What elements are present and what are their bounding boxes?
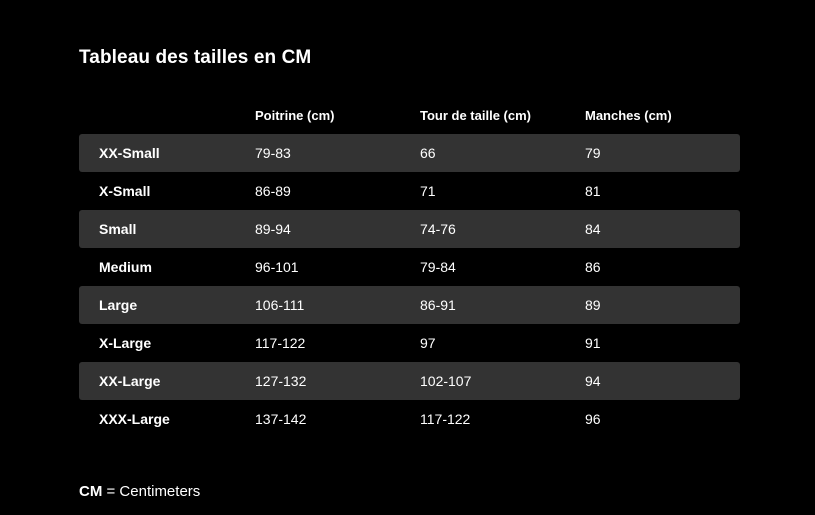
chest-value: 137-142: [255, 411, 307, 427]
unit-footnote: CM = Centimeters: [79, 482, 200, 502]
size-label: XX-Small: [99, 145, 160, 161]
waist-value: 97: [420, 335, 436, 351]
size-label: X-Small: [99, 183, 151, 199]
waist-value: 71: [420, 183, 436, 199]
table-row: X-Small 86-89 71 81: [79, 172, 740, 210]
unit-definition: = Centimeters: [102, 483, 201, 500]
table-row: XX-Small 79-83 66 79: [79, 134, 740, 172]
header-waist: Tour de taille (cm): [420, 107, 531, 123]
sleeve-value: 81: [585, 183, 601, 199]
size-table: Poitrine (cm) Tour de taille (cm) Manche…: [79, 96, 740, 438]
table-row: XXX-Large 137-142 117-122 96: [79, 400, 740, 438]
waist-value: 102-107: [420, 373, 472, 389]
sleeve-value: 89: [585, 297, 601, 313]
page-title: Tableau des tailles en CM: [79, 47, 312, 68]
header-sleeve: Manches (cm): [585, 107, 672, 123]
table-row: Medium 96-101 79-84 86: [79, 248, 740, 286]
chest-value: 86-89: [255, 183, 291, 199]
table-row: Large 106-111 86-91 89: [79, 286, 740, 324]
waist-value: 117-122: [420, 411, 471, 427]
chest-value: 127-132: [255, 373, 307, 389]
sleeve-value: 94: [585, 373, 601, 389]
chest-value: 89-94: [255, 221, 291, 237]
table-row: Small 89-94 74-76 84: [79, 210, 740, 248]
sleeve-value: 91: [585, 335, 601, 351]
chest-value: 96-101: [255, 259, 299, 275]
size-label: Small: [99, 221, 137, 237]
sleeve-value: 84: [585, 221, 601, 237]
chest-value: 117-122: [255, 335, 306, 351]
table-row: XX-Large 127-132 102-107 94: [79, 362, 740, 400]
sleeve-value: 79: [585, 145, 601, 161]
size-label: XXX-Large: [99, 411, 170, 427]
waist-value: 66: [420, 145, 436, 161]
table-header-row: Poitrine (cm) Tour de taille (cm) Manche…: [79, 96, 740, 134]
waist-value: 79-84: [420, 259, 456, 275]
waist-value: 74-76: [420, 221, 456, 237]
header-chest: Poitrine (cm): [255, 107, 335, 123]
size-label: XX-Large: [99, 373, 161, 389]
sleeve-value: 96: [585, 411, 601, 427]
size-label: Large: [99, 297, 138, 313]
size-label: X-Large: [99, 335, 152, 351]
unit-abbreviation: CM: [79, 483, 103, 500]
sleeve-value: 86: [585, 259, 601, 275]
chest-value: 79-83: [255, 145, 291, 161]
size-label: Medium: [99, 259, 152, 275]
table-row: X-Large 117-122 97 91: [79, 324, 740, 362]
chest-value: 106-111: [255, 297, 305, 313]
waist-value: 86-91: [420, 297, 456, 313]
